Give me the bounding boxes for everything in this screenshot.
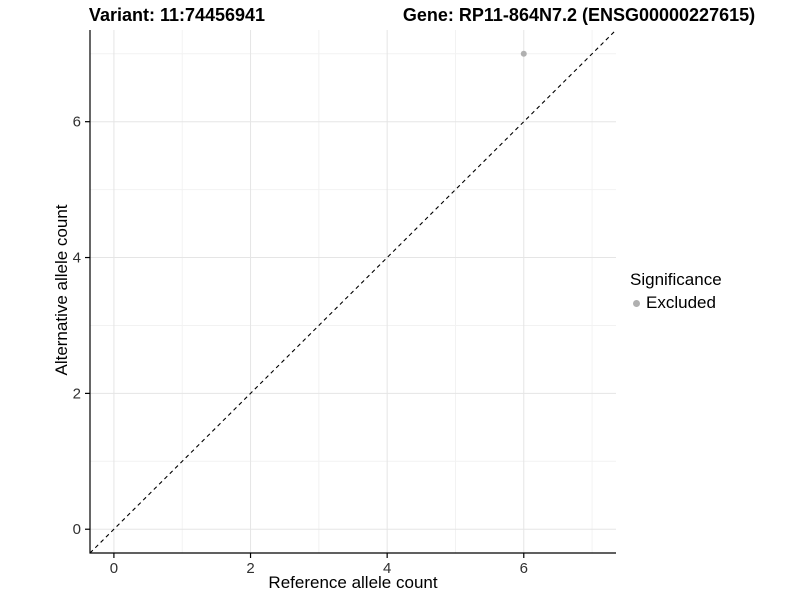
legend-point-icon <box>633 299 640 307</box>
variant-title: Variant: 11:74456941 <box>88 5 266 25</box>
legend-item-label: Excluded <box>646 293 716 312</box>
legend-item-excluded: Excluded <box>630 293 722 313</box>
identity-line <box>89 29 617 554</box>
y-axis-title: Alternative allele count <box>52 204 71 376</box>
data-point <box>520 50 527 57</box>
y-tick-label: 4 <box>73 250 81 267</box>
y-tick-label: 6 <box>73 114 81 131</box>
x-axis-title: Reference allele count <box>268 573 438 592</box>
y-tick-label: 2 <box>73 385 81 402</box>
x-tick-label: 4 <box>383 560 391 577</box>
gene-title: Gene: RP11-864N7.2 (ENSG00000227615) <box>402 5 756 25</box>
x-tick-label: 6 <box>520 560 528 577</box>
x-tick-label: 0 <box>110 560 118 577</box>
y-tick-label: 0 <box>73 521 81 538</box>
legend: Significance Excluded <box>630 270 722 313</box>
x-tick-label: 2 <box>246 560 254 577</box>
legend-title: Significance <box>630 270 722 289</box>
